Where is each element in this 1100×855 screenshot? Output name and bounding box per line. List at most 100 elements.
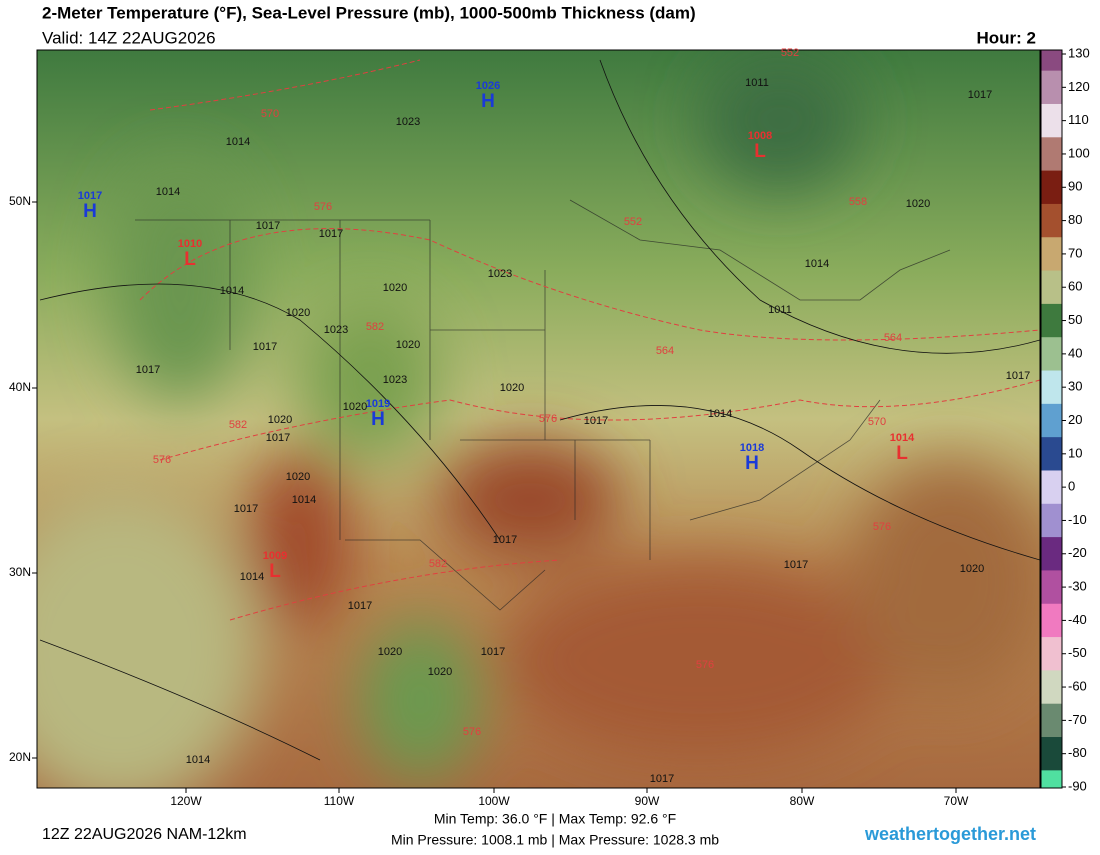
colorbar-label: -20 <box>1068 545 1087 560</box>
latitude-label: 50N <box>9 194 31 208</box>
thickness-label: 576 <box>463 726 481 738</box>
colorbar-label: 80 <box>1068 212 1082 227</box>
colorbar-segment <box>1041 203 1062 238</box>
isobar-label: 1014 <box>220 285 244 297</box>
isobar-label: 1017 <box>481 646 505 658</box>
pressure-center-value: 1017 <box>78 190 102 202</box>
colorbar-label: -70 <box>1068 712 1087 727</box>
pressure-center-letter: H <box>745 453 759 474</box>
isobar-label: 1017 <box>493 534 517 546</box>
thickness-label: 582 <box>429 558 447 570</box>
map-frame <box>36 49 1041 789</box>
colorbar-label: 110 <box>1068 112 1089 127</box>
longitude-label: 90W <box>635 794 660 808</box>
isobar-label: 1020 <box>343 401 367 413</box>
longitude-label: 120W <box>170 794 202 808</box>
colorbar-segment <box>1041 637 1062 671</box>
colorbar-segment <box>1041 737 1062 771</box>
thickness-label: 552 <box>624 216 642 228</box>
isobar-label: 1011 <box>745 77 769 89</box>
isobar-label: 1017 <box>650 773 674 785</box>
colorbar-segment <box>1041 137 1062 172</box>
isobar-label: 1014 <box>240 571 264 583</box>
pressure-center-value: 1009 <box>263 550 287 562</box>
latitude-label: 30N <box>9 565 31 579</box>
pressure-center-value: 1026 <box>476 80 500 92</box>
pressure-center-value: 1018 <box>740 442 764 454</box>
colorbar-label: 90 <box>1068 179 1082 194</box>
colorbar-segment <box>1041 50 1062 72</box>
pressure-center-value: 1008 <box>748 130 772 142</box>
pressure-center-value: 1019 <box>366 398 390 410</box>
thickness-label: 576 <box>153 454 171 466</box>
isobar-label: 1020 <box>383 282 407 294</box>
longitude-label: 70W <box>944 794 969 808</box>
colorbar-label: 50 <box>1068 312 1082 327</box>
isobar-label: 1020 <box>960 563 984 575</box>
isobar-label: 1017 <box>266 432 290 444</box>
pressure-center-letter: L <box>184 249 196 270</box>
colorbar-label: -90 <box>1068 778 1087 793</box>
colorbar-frame <box>1040 49 1063 789</box>
colorbar-label: 120 <box>1068 79 1090 94</box>
colorbar-segment <box>1041 503 1062 538</box>
thickness-label: 576 <box>873 521 891 533</box>
isobar-label: 1017 <box>784 559 808 571</box>
colorbar-segment <box>1041 470 1062 505</box>
site-credit: weathertogether.net <box>864 824 1036 844</box>
colorbar-label: 20 <box>1068 412 1082 427</box>
longitude-label: 110W <box>324 794 355 808</box>
isobar-label: 1017 <box>253 341 277 353</box>
isobar-label: 1017 <box>584 415 608 427</box>
thickness-label: 570 <box>868 416 886 428</box>
isobar-label: 1014 <box>708 408 732 420</box>
valid-time: Valid: 14Z 22AUG2026 <box>42 28 216 47</box>
isobar-label: 1014 <box>292 494 316 506</box>
isobar-label: 1014 <box>156 186 180 198</box>
colorbar-segment <box>1041 603 1062 638</box>
colorbar-segment <box>1041 337 1062 372</box>
longitude-label: 100W <box>478 794 510 808</box>
colorbar-label: -30 <box>1068 579 1087 594</box>
pressure-center-letter: L <box>896 443 908 464</box>
pressure-center-letter: H <box>481 91 495 112</box>
isobar-label: 1011 <box>768 304 792 316</box>
pressure-range: Min Pressure: 1008.1 mb | Max Pressure: … <box>391 832 719 848</box>
isobar-label: 1023 <box>396 116 420 128</box>
isobar-label: 1020 <box>268 414 292 426</box>
isobar-label: 1020 <box>428 666 452 678</box>
isobar-label: 1020 <box>286 307 310 319</box>
thickness-label: 570 <box>261 108 279 120</box>
colorbar-label: 100 <box>1068 145 1090 160</box>
isobar-label: 1020 <box>286 471 310 483</box>
forecast-hour: Hour: 2 <box>977 28 1037 47</box>
model-run: 12Z 22AUG2026 NAM-12km <box>42 826 247 843</box>
pressure-center-letter: H <box>83 201 97 222</box>
colorbar-segment <box>1041 237 1062 272</box>
colorbar-label: -80 <box>1068 745 1087 760</box>
pressure-center-letter: H <box>371 409 385 430</box>
colorbar-segment <box>1041 170 1062 205</box>
thickness-label: 564 <box>884 332 902 344</box>
colorbar-segment <box>1041 703 1062 738</box>
thickness-label: 576 <box>539 413 557 425</box>
colorbar-segment <box>1041 570 1062 605</box>
isobar-label: 1017 <box>1006 370 1030 382</box>
isobar-label: 1020 <box>500 382 524 394</box>
isobar-label: 1017 <box>348 600 372 612</box>
colorbar-label: -60 <box>1068 678 1087 693</box>
colorbar-label: -40 <box>1068 612 1087 627</box>
longitude-label: 80W <box>790 794 815 808</box>
isobar-label: 1020 <box>396 339 420 351</box>
isobar-label: 1017 <box>968 89 992 101</box>
colorbar-label: 10 <box>1068 445 1082 460</box>
isobar-label: 1023 <box>383 374 407 386</box>
colorbar-segment <box>1041 303 1062 338</box>
pressure-center-value: 1014 <box>890 432 915 444</box>
title: 2-Meter Temperature (°F), Sea-Level Pres… <box>42 3 696 22</box>
isobar-label: 1014 <box>226 136 250 148</box>
thickness-label: 558 <box>849 196 867 208</box>
colorbar-segment <box>1041 70 1062 105</box>
thickness-label: 576 <box>696 659 714 671</box>
